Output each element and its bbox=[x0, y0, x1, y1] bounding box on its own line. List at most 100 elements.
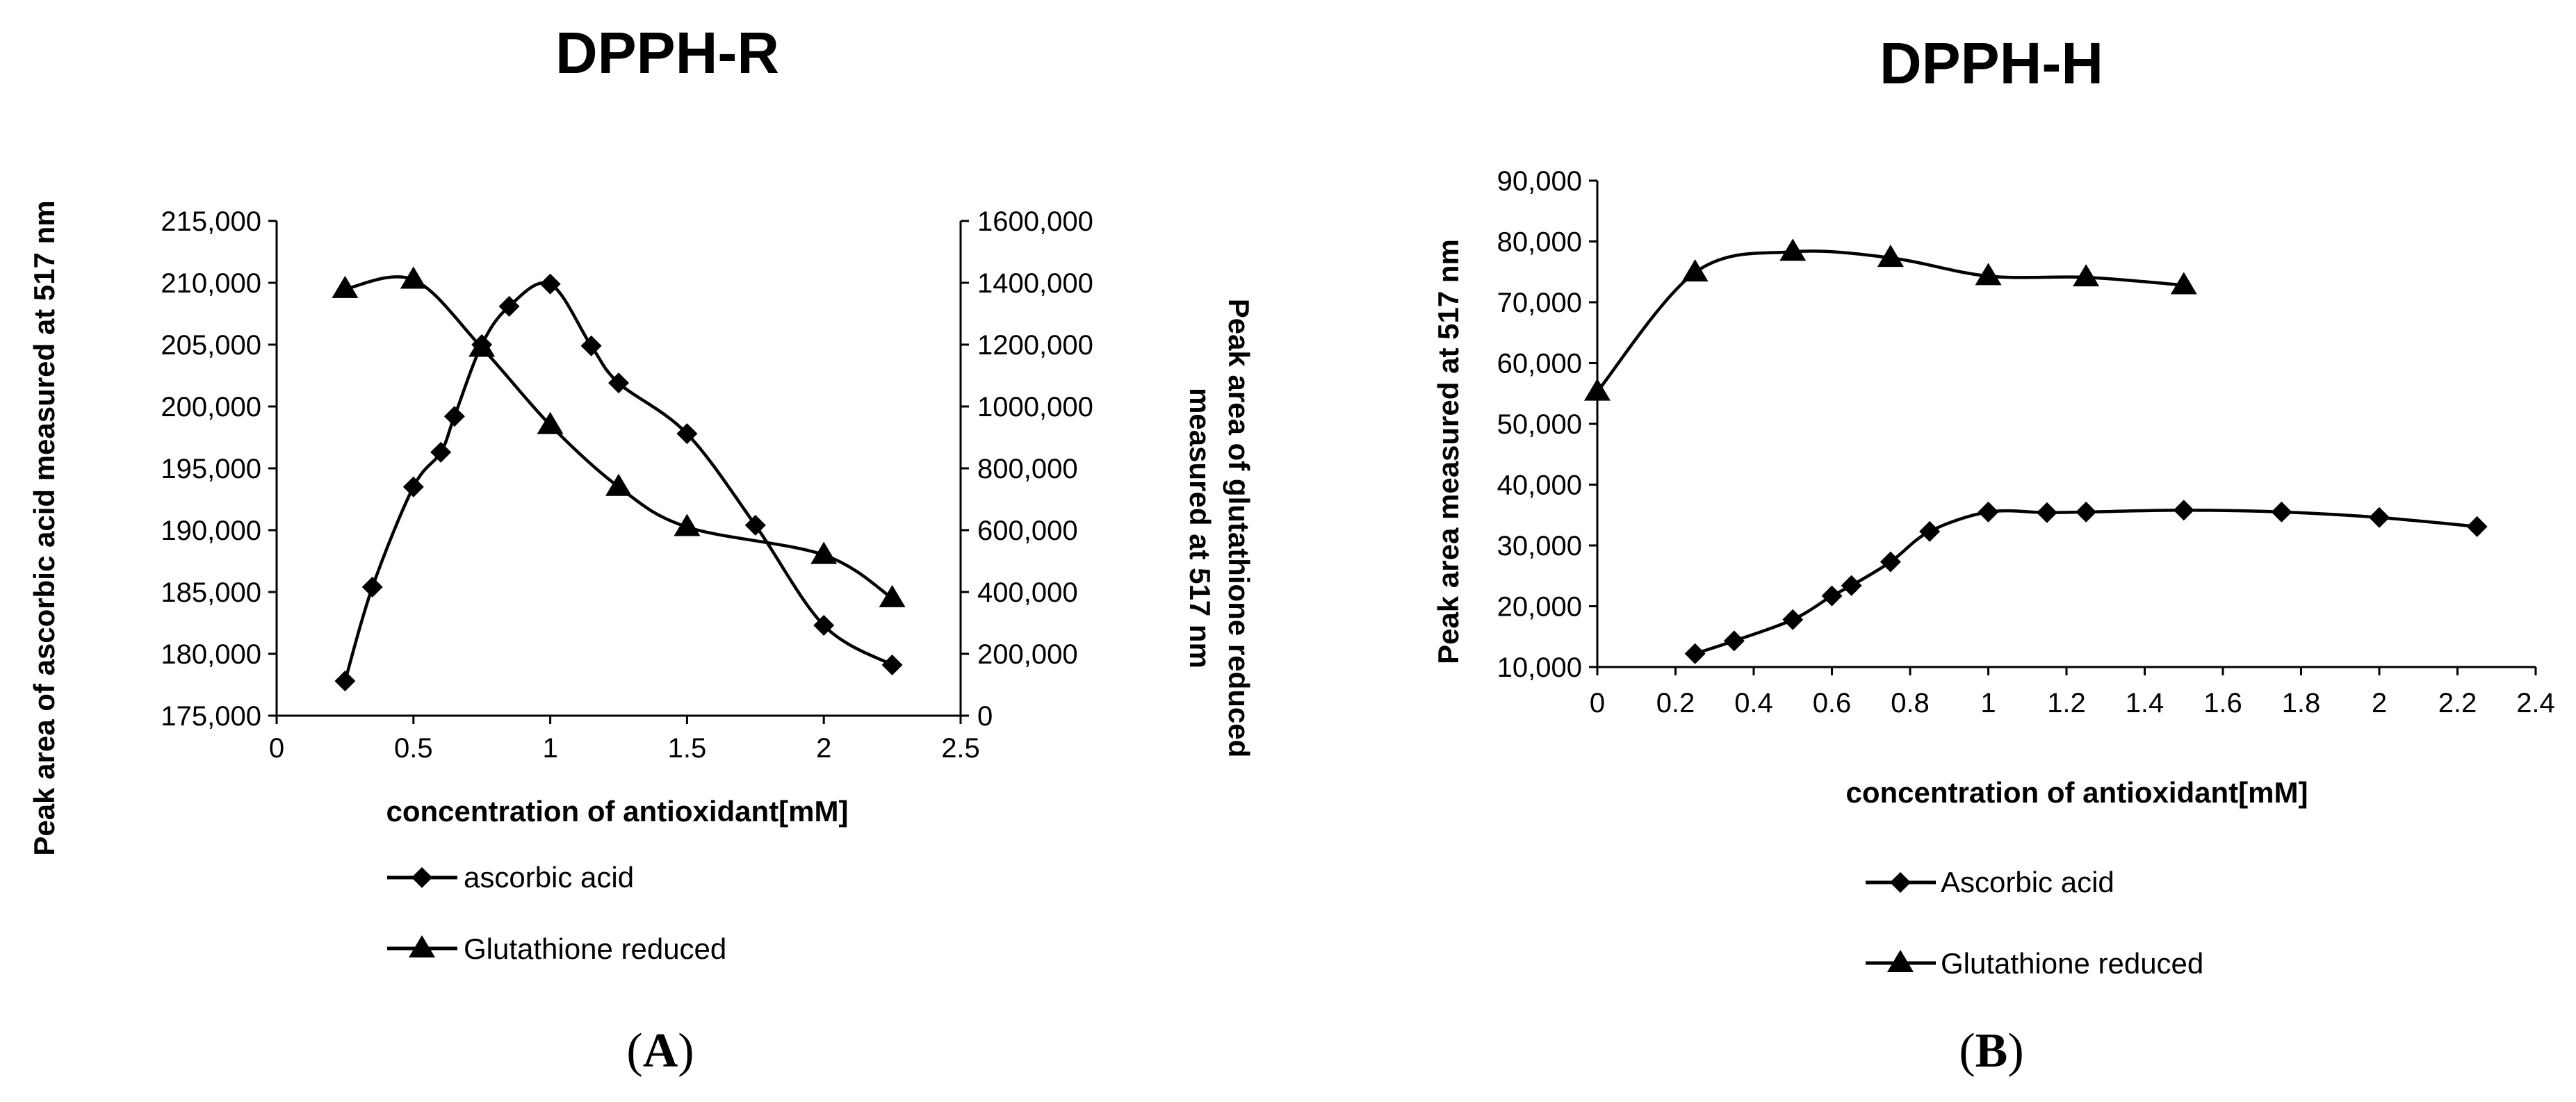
chart-b-series-ascorbic-acid-line bbox=[1694, 509, 2477, 655]
chart-a-series-ascorbic-acid-point bbox=[498, 295, 520, 317]
chart-a-y2-tick-label: 1400,000 bbox=[977, 268, 1093, 299]
chart-a-series-glutathione-reduced-point bbox=[537, 411, 564, 434]
chart-b-y-tick-label: 90,000 bbox=[1497, 166, 1582, 197]
chart-a-y-tick-label: 190,000 bbox=[161, 516, 261, 546]
chart-b-x-tick-label: 0.6 bbox=[1813, 688, 1852, 718]
chart-a-y-tick-label: 180,000 bbox=[161, 639, 261, 670]
chart-a-xlabel: concentration of antioxidant[mM] bbox=[386, 795, 849, 828]
chart-b-plot bbox=[1584, 238, 2488, 664]
chart-a-y2-tick-label: 400,000 bbox=[977, 577, 1078, 608]
chart-b-series-ascorbic-acid-point bbox=[2076, 501, 2097, 523]
chart-b-series-glutathione-reduced-point bbox=[1877, 245, 1904, 268]
chart-a-series-glutathione-reduced-point bbox=[674, 513, 701, 536]
chart-a-y2-tick-label: 1600,000 bbox=[977, 206, 1093, 237]
chart-b-series-ascorbic-acid-point bbox=[1841, 575, 1862, 596]
chart-b-x-tick-label: 1.6 bbox=[2203, 688, 2242, 718]
chart-b-x-tick-label: 1 bbox=[1980, 688, 1996, 718]
chart-b-series-ascorbic-acid-point bbox=[1723, 630, 1745, 652]
legend-b-glutathione-label: Glutathione reduced bbox=[1941, 947, 2203, 980]
chart-b-series-ascorbic-acid-point bbox=[1919, 520, 1941, 542]
chart-a-series-ascorbic-acid-point bbox=[580, 335, 602, 356]
chart-a-x-tick-label: 2.5 bbox=[941, 733, 980, 764]
chart-b-x-tick-label: 0.4 bbox=[1734, 688, 1773, 718]
chart-b-series-glutathione-reduced-point bbox=[2170, 272, 2197, 295]
chart-b-x-tick-label: 0.2 bbox=[1656, 688, 1695, 718]
chart-a-series-glutathione-reduced-line bbox=[344, 275, 893, 600]
chart-b-y-tick-label: 50,000 bbox=[1497, 409, 1582, 440]
chart-b-x-tick-label: 1.2 bbox=[2047, 688, 2086, 718]
chart-b-y-tick-label: 10,000 bbox=[1497, 652, 1582, 683]
chart-b-x-tick-label: 0 bbox=[1590, 688, 1605, 718]
chart-b-x-tick-label: 1.8 bbox=[2282, 688, 2321, 718]
chart-a-y2label-line2: measured at 517 nm bbox=[1184, 388, 1216, 668]
chart-b-y-tick-label: 60,000 bbox=[1497, 349, 1582, 379]
legend-a-ascorbic-label: ascorbic acid bbox=[464, 861, 634, 894]
chart-a-series-ascorbic-acid-point bbox=[539, 273, 561, 295]
chart-b-title: DPPH-H bbox=[1880, 31, 2103, 96]
chart-b-series-ascorbic-acid-point bbox=[2369, 507, 2390, 528]
chart-a-y2label-line1: Peak area of glutathione reduced bbox=[1223, 299, 1255, 758]
chart-b-series-glutathione-reduced-point bbox=[1779, 238, 1807, 261]
chart-a-series-ascorbic-acid-point bbox=[430, 441, 452, 463]
chart-b-x-tick-label: 1.4 bbox=[2126, 688, 2165, 718]
chart-b-series-glutathione-reduced-point bbox=[1584, 378, 1611, 401]
chart-a-series-glutathione-reduced-point bbox=[468, 334, 496, 357]
chart-b-x-tick-label: 0.8 bbox=[1891, 688, 1930, 718]
chart-a-series-glutathione-reduced-point bbox=[879, 584, 906, 607]
chart-a-y2-tick-label: 800,000 bbox=[977, 454, 1078, 484]
chart-b-ylabel: Peak area measured at 517 nm bbox=[1432, 239, 1465, 664]
chart-b: DPPH-H Peak area measured at 517 nm conc… bbox=[1432, 31, 2555, 1078]
legend-b-ascorbic-label: Ascorbic acid bbox=[1941, 866, 2114, 898]
chart-b-series-ascorbic-acid-point bbox=[1684, 643, 1706, 664]
legend-a-diamond-marker bbox=[411, 867, 432, 888]
chart-a-series-glutathione-reduced-point bbox=[605, 473, 632, 496]
chart-b-x-tick-label: 2.4 bbox=[2516, 688, 2555, 718]
chart-a-x-tick-label: 1.5 bbox=[668, 733, 707, 764]
legend-b-triangle-marker bbox=[1887, 950, 1914, 972]
chart-a-x-tick-label: 0 bbox=[269, 733, 284, 764]
chart-a-series-glutathione-reduced-point bbox=[400, 266, 427, 289]
chart-b-x-tick-label: 2.2 bbox=[2438, 688, 2477, 718]
chart-b-y-tick-label: 70,000 bbox=[1497, 288, 1582, 318]
chart-a-y-tick-label: 175,000 bbox=[161, 701, 261, 732]
chart-a-series-ascorbic-acid-point bbox=[402, 476, 424, 497]
chart-a-x-tick-label: 2 bbox=[816, 733, 831, 764]
chart-b-legend: Ascorbic acid Glutathione reduced bbox=[1866, 866, 2203, 980]
chart-a-y-tick-label: 195,000 bbox=[161, 454, 261, 484]
chart-b-series-ascorbic-acid-point bbox=[1821, 585, 1843, 607]
chart-a-series-ascorbic-acid-point bbox=[361, 576, 383, 598]
chart-a-y2-tick-label: 200,000 bbox=[977, 639, 1078, 670]
chart-b-series-glutathione-reduced-point bbox=[1681, 259, 1709, 282]
chart-b-y-tick-label: 80,000 bbox=[1497, 227, 1582, 258]
chart-a-legend: ascorbic acid Glutathione reduced bbox=[387, 861, 726, 965]
chart-a-y-tick-label: 215,000 bbox=[161, 206, 261, 237]
chart-b-series-ascorbic-acid-point bbox=[2271, 501, 2292, 523]
chart-a-title: DPPH-R bbox=[555, 20, 779, 85]
chart-a-y2-tick-label: 600,000 bbox=[977, 516, 1078, 546]
chart-a-y2-tick-label: 0 bbox=[977, 701, 993, 732]
panel-label-a: (A) bbox=[626, 1024, 694, 1078]
chart-a-y-tick-label: 200,000 bbox=[161, 392, 261, 422]
chart-b-y-tick-label: 30,000 bbox=[1497, 531, 1582, 561]
chart-a-series-glutathione-reduced-point bbox=[332, 275, 359, 298]
chart-a-axes: 175,000 180,000 185,000 190,000 195,000 200,0… bbox=[161, 206, 1093, 764]
chart-a-series-ascorbic-acid-point bbox=[334, 671, 356, 692]
chart-a-series-ascorbic-acid-point bbox=[813, 615, 835, 636]
chart-a-series-glutathione-reduced-point bbox=[810, 541, 838, 564]
chart-b-series-glutathione-reduced-line bbox=[1596, 249, 2184, 393]
chart-a-x-tick-label: 0.5 bbox=[394, 733, 433, 764]
chart-a-series-ascorbic-acid-point bbox=[676, 423, 698, 445]
chart-a-y-tick-label: 205,000 bbox=[161, 330, 261, 361]
legend-a-triangle-marker bbox=[409, 935, 435, 957]
chart-a-y-tick-label: 185,000 bbox=[161, 577, 261, 608]
chart-b-y-tick-label: 20,000 bbox=[1497, 592, 1582, 623]
chart-b-series-ascorbic-acid-point bbox=[2466, 516, 2488, 537]
chart-b-series-ascorbic-acid-point bbox=[1880, 551, 1901, 573]
chart-a-series-ascorbic-acid-point bbox=[608, 372, 629, 394]
chart-a-series-ascorbic-acid-point bbox=[881, 655, 903, 676]
panel-label-b: (B) bbox=[1959, 1024, 2023, 1078]
legend-a-glutathione-label: Glutathione reduced bbox=[464, 932, 726, 965]
chart-a-series-ascorbic-acid-point bbox=[443, 406, 465, 427]
chart-a: DPPH-R Peak area of ascorbic acid measur… bbox=[28, 20, 1255, 1078]
